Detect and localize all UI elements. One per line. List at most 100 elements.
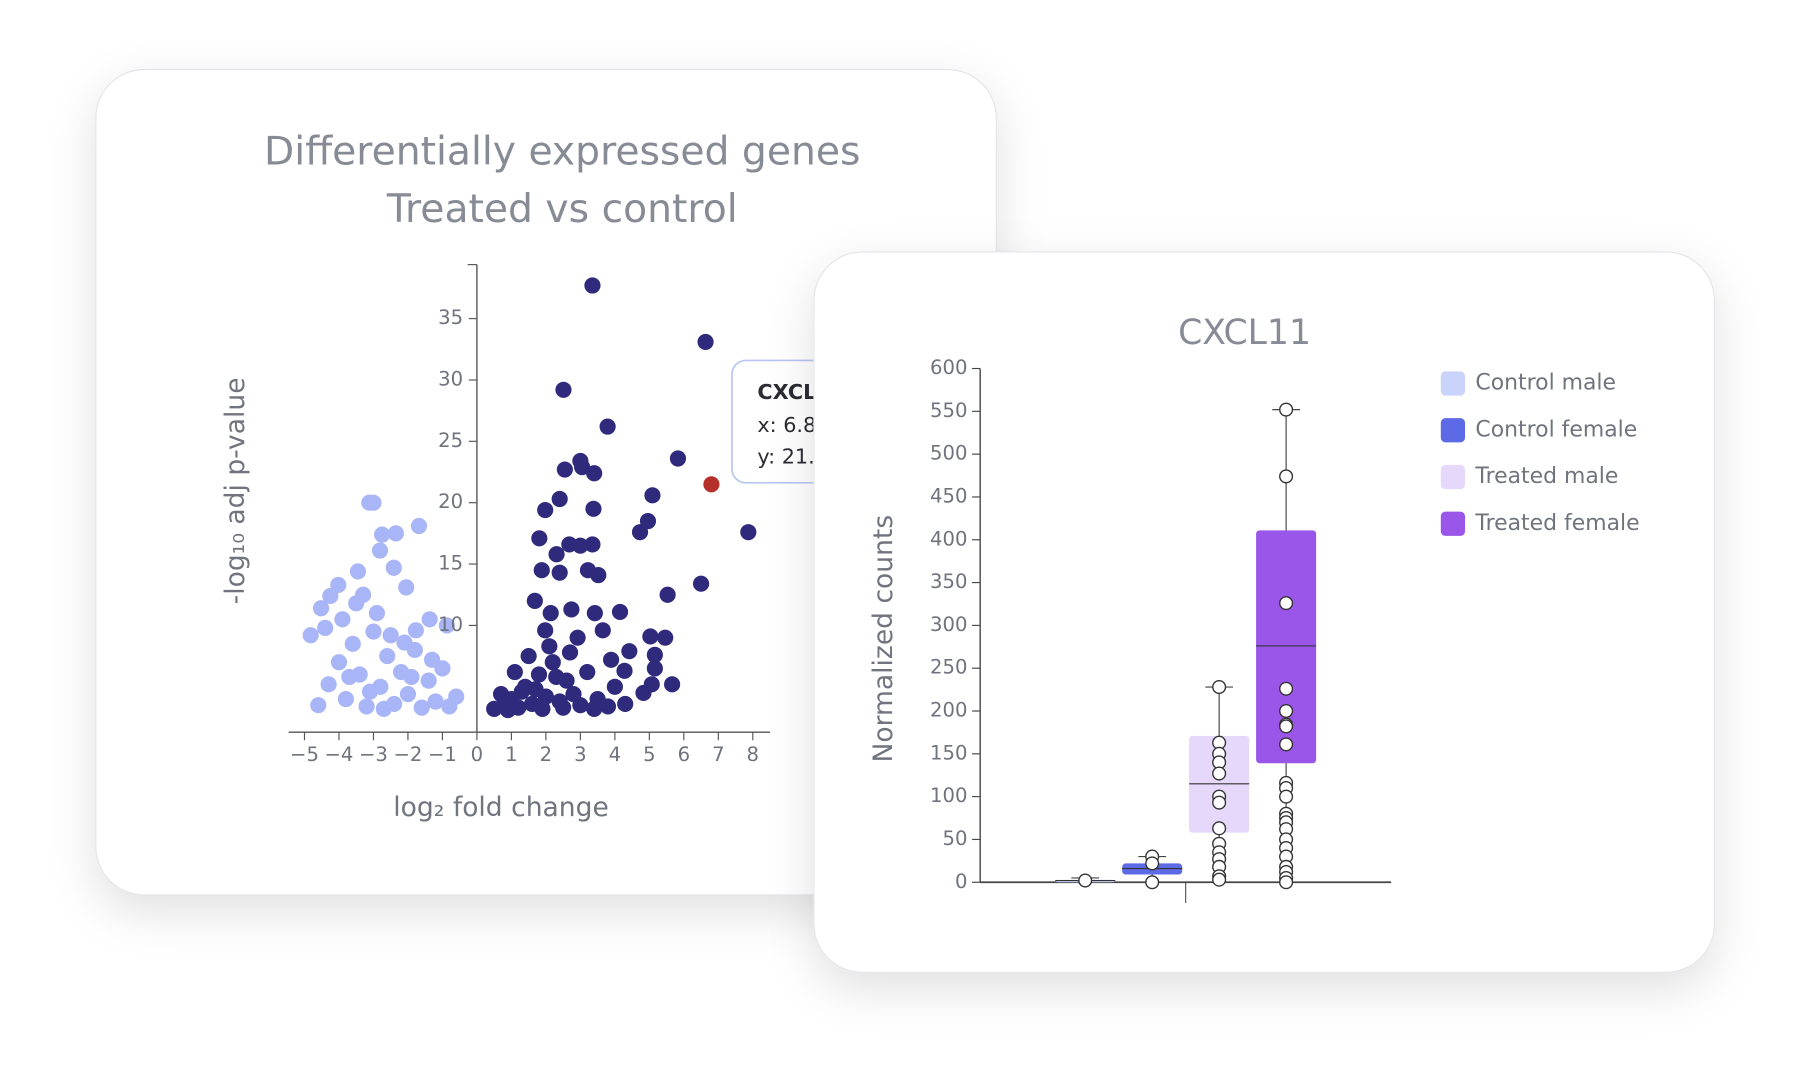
point — [594, 622, 611, 639]
x-tick-label: 4 — [609, 743, 621, 766]
point — [534, 700, 551, 717]
x-tick-label: 5 — [643, 743, 655, 766]
point — [448, 688, 465, 705]
outlier-point — [1212, 679, 1227, 695]
point — [513, 683, 530, 700]
point — [544, 654, 561, 671]
x-tick-label: −3 — [359, 743, 388, 766]
y-tick-label: 300 — [930, 613, 967, 636]
legend-label: Control male — [1475, 371, 1616, 396]
point — [659, 586, 676, 603]
point — [355, 586, 372, 603]
point — [403, 668, 420, 686]
legend-swatch — [1440, 371, 1466, 396]
point — [555, 699, 572, 716]
legend-label: Control female — [1475, 417, 1637, 442]
point — [584, 277, 601, 294]
point — [586, 605, 603, 622]
point — [602, 651, 620, 668]
chart-subtitle: Treated vs control — [386, 187, 738, 232]
x-tick-label: 8 — [747, 743, 759, 766]
point — [396, 634, 413, 651]
point — [616, 662, 633, 679]
point — [368, 605, 385, 622]
x-tick-label: 1 — [505, 743, 517, 766]
point — [349, 563, 367, 580]
point — [334, 611, 351, 628]
point — [644, 487, 661, 504]
point — [697, 333, 714, 351]
point — [585, 500, 602, 517]
y-tick-label: 150 — [930, 741, 967, 764]
chart-title: CXCL11 — [1178, 313, 1311, 353]
outlier-point — [1279, 789, 1294, 804]
point — [330, 654, 348, 671]
point — [399, 686, 417, 703]
y-tick-label: 20 — [438, 490, 463, 513]
point — [520, 648, 537, 665]
point — [420, 672, 437, 689]
point — [537, 622, 554, 639]
point — [643, 676, 660, 693]
point — [551, 490, 568, 508]
y-axis-label: -log₁₀ adj p-value — [220, 377, 251, 604]
point — [526, 592, 543, 609]
outlier-point — [1212, 766, 1227, 781]
legend-swatch — [1440, 511, 1466, 536]
outlier-point — [1279, 402, 1294, 417]
y-tick-label: 25 — [438, 429, 463, 452]
point — [375, 700, 392, 717]
x-tick-label: 0 — [471, 743, 483, 766]
point — [533, 562, 550, 579]
point — [379, 648, 396, 665]
point — [606, 678, 623, 695]
point — [621, 643, 638, 660]
point — [317, 619, 334, 636]
legend-swatch — [1440, 464, 1466, 490]
y-tick-label: 15 — [438, 552, 463, 575]
x-tick-label: −4 — [325, 743, 354, 766]
point — [617, 695, 634, 713]
point — [398, 579, 415, 596]
point — [646, 660, 663, 677]
point — [310, 697, 327, 714]
point — [555, 381, 572, 398]
point — [322, 587, 339, 605]
outlier-point — [1279, 875, 1294, 890]
outlier-point — [1279, 703, 1294, 719]
outlier-point — [1145, 856, 1160, 871]
point — [427, 693, 444, 710]
point — [646, 646, 663, 663]
tooltip-title: CXCL — [757, 380, 816, 404]
volcano-card: Differentially expressed genes Treated v… — [95, 68, 997, 896]
point — [579, 663, 596, 681]
outlier-point — [1145, 875, 1160, 890]
x-tick-label: −5 — [290, 743, 319, 766]
point — [586, 465, 603, 482]
point — [548, 668, 565, 686]
y-axis-label: Normalized counts — [868, 515, 899, 763]
outlier-point — [1279, 737, 1294, 752]
y-tick-label: 550 — [930, 399, 967, 422]
point — [574, 459, 591, 476]
point — [531, 530, 548, 547]
point — [740, 524, 757, 541]
tooltip-x: x: 6.8 — [757, 413, 816, 437]
point — [410, 517, 428, 535]
point — [669, 450, 687, 467]
x-tick-label: 6 — [678, 743, 690, 766]
y-tick-label: 30 — [438, 367, 463, 390]
tooltip-y: y: 21. — [757, 444, 814, 468]
outlier-point — [1078, 873, 1093, 888]
y-tick-label: 200 — [930, 699, 967, 722]
y-tick-label: 400 — [930, 527, 967, 550]
point — [341, 668, 358, 686]
point — [371, 542, 389, 559]
point — [556, 461, 573, 478]
point — [611, 603, 629, 620]
point — [537, 501, 554, 519]
y-tick-label: 10 — [438, 613, 463, 636]
box — [1256, 530, 1317, 764]
point — [382, 627, 399, 644]
